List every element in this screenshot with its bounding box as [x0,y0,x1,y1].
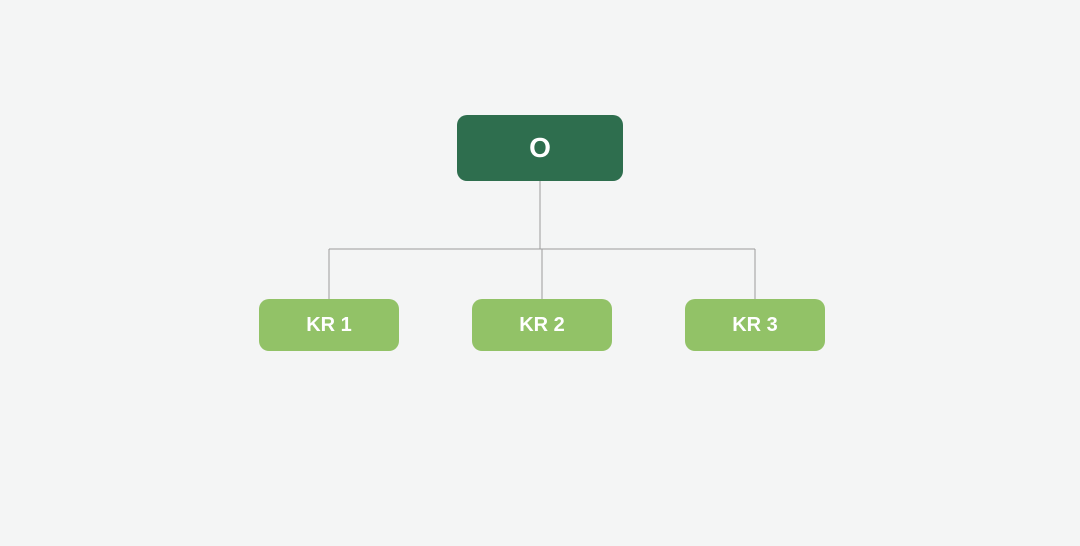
key-result-node-3: KR 3 [685,299,825,351]
key-result-3-label: KR 3 [732,314,778,337]
objective-node: O [457,115,623,181]
key-result-2-label: KR 2 [519,314,565,337]
objective-label: O [529,132,551,164]
connector-lines [0,0,1080,546]
key-result-node-2: KR 2 [472,299,612,351]
key-result-1-label: KR 1 [306,314,352,337]
okr-tree-diagram: O KR 1 KR 2 KR 3 [0,0,1080,546]
key-result-node-1: KR 1 [259,299,399,351]
